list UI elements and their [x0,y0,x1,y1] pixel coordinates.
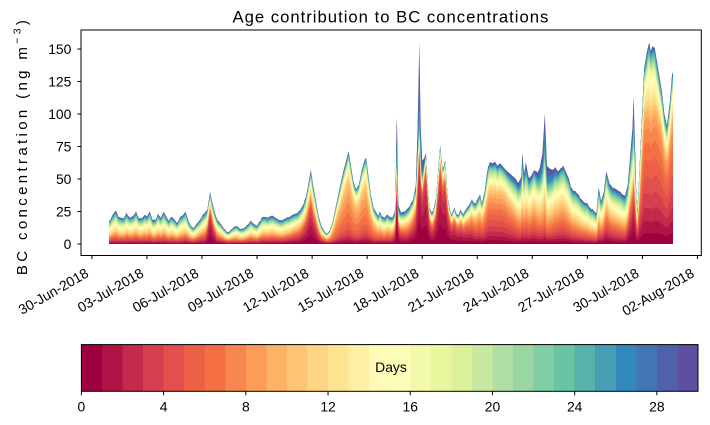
svg-text:20: 20 [485,399,501,415]
svg-text:24: 24 [567,399,583,415]
svg-text:125: 125 [48,73,71,89]
svg-text:Age contribution to BC concent: Age contribution to BC concentrations [232,7,548,26]
svg-text:BC concentration (ng m−3): BC concentration (ng m−3) [12,20,31,275]
svg-text:4: 4 [160,399,168,415]
svg-text:50: 50 [56,171,72,187]
svg-text:150: 150 [48,41,71,57]
svg-text:28: 28 [649,399,665,415]
svg-text:12: 12 [320,399,336,415]
svg-text:16: 16 [403,399,419,415]
svg-text:8: 8 [242,399,250,415]
svg-text:0: 0 [64,236,72,252]
svg-text:75: 75 [56,138,72,154]
svg-text:25: 25 [56,203,72,219]
svg-text:100: 100 [48,106,71,122]
svg-text:0: 0 [78,399,86,415]
svg-text:Days: Days [375,359,407,375]
